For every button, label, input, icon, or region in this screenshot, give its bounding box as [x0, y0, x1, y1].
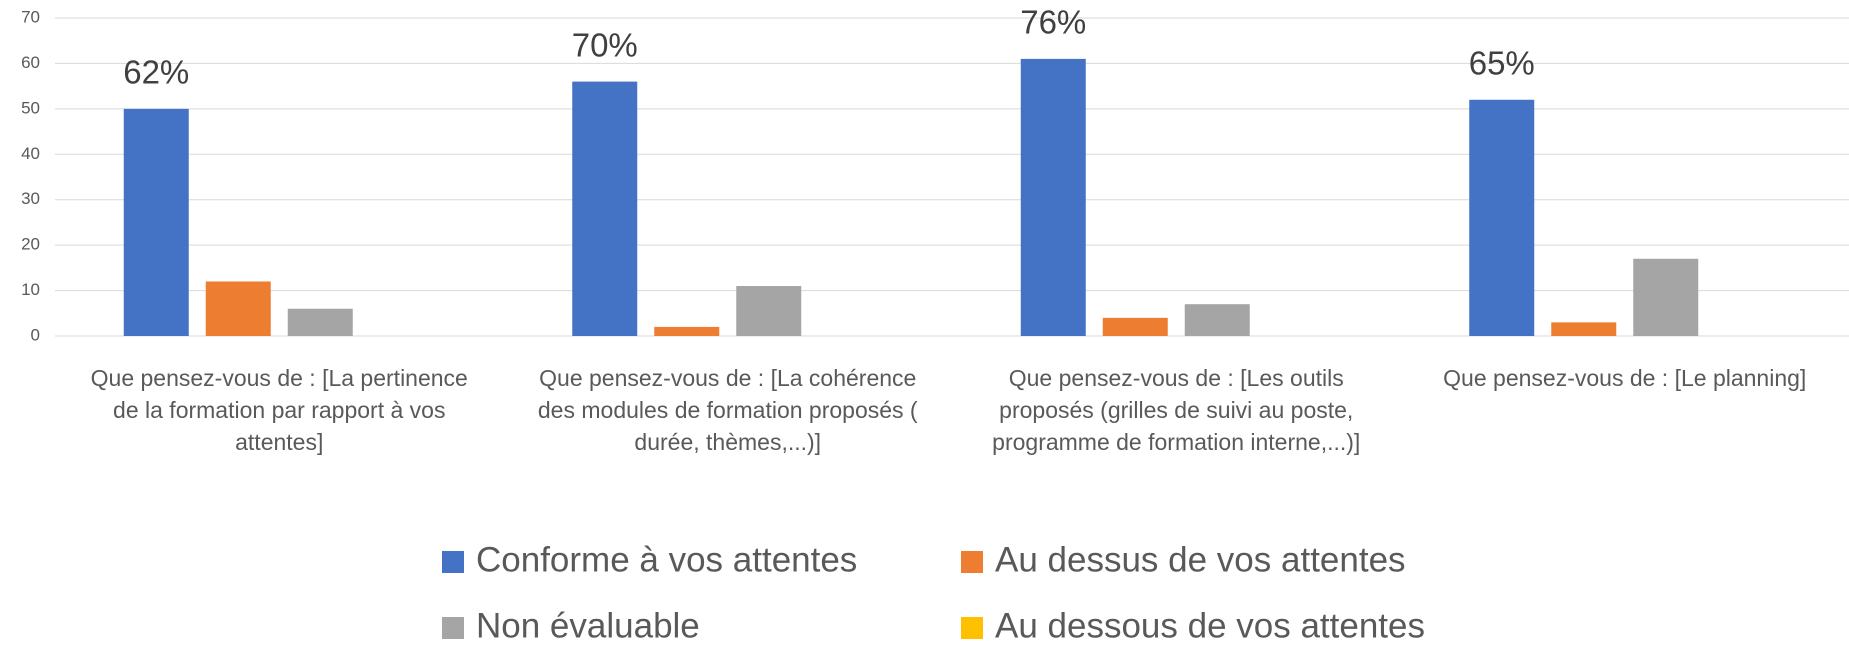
- legend-label: Au dessous de vos attentes: [995, 606, 1425, 645]
- x-tick-label: Que pensez-vous de : [La cohérence des m…: [537, 365, 918, 455]
- bar: [1469, 99, 1535, 337]
- bar: [572, 81, 638, 336]
- bar: [1184, 304, 1250, 336]
- y-tick-label: 60: [21, 53, 40, 72]
- bar: [1102, 317, 1168, 336]
- bar: [1551, 322, 1617, 336]
- legend-swatch: [961, 551, 983, 573]
- legend-swatch: [442, 551, 464, 573]
- y-tick-label: 70: [21, 7, 40, 26]
- bar: [205, 281, 271, 336]
- legend-swatch: [961, 617, 983, 639]
- x-tick-label: Que pensez-vous de : [Le planning]: [1443, 365, 1807, 391]
- y-tick-label: 30: [21, 189, 40, 208]
- bar: [1633, 258, 1699, 336]
- y-tick-label: 50: [21, 98, 40, 117]
- bar: [654, 326, 720, 336]
- bar: [736, 286, 802, 336]
- bar: [1020, 58, 1086, 337]
- data-label: 65%: [1469, 44, 1535, 81]
- y-tick-label: 40: [21, 144, 40, 163]
- data-label: 62%: [123, 54, 189, 91]
- x-tick-label: Que pensez-vous de : [La pertinence de l…: [90, 365, 468, 455]
- legend-label: Au dessus de vos attentes: [995, 540, 1406, 579]
- legend-swatch: [442, 617, 464, 639]
- legend-label: Non évaluable: [476, 606, 700, 645]
- data-label: 76%: [1020, 4, 1086, 41]
- bar: [287, 308, 353, 336]
- data-label: 70%: [572, 26, 638, 63]
- legend-label: Conforme à vos attentes: [476, 540, 857, 579]
- y-tick-label: 0: [31, 325, 40, 344]
- x-tick-label: Que pensez-vous de : [Les outils proposé…: [992, 365, 1361, 455]
- y-tick-label: 20: [21, 235, 40, 254]
- bar: [123, 108, 189, 336]
- y-tick-label: 10: [21, 280, 40, 299]
